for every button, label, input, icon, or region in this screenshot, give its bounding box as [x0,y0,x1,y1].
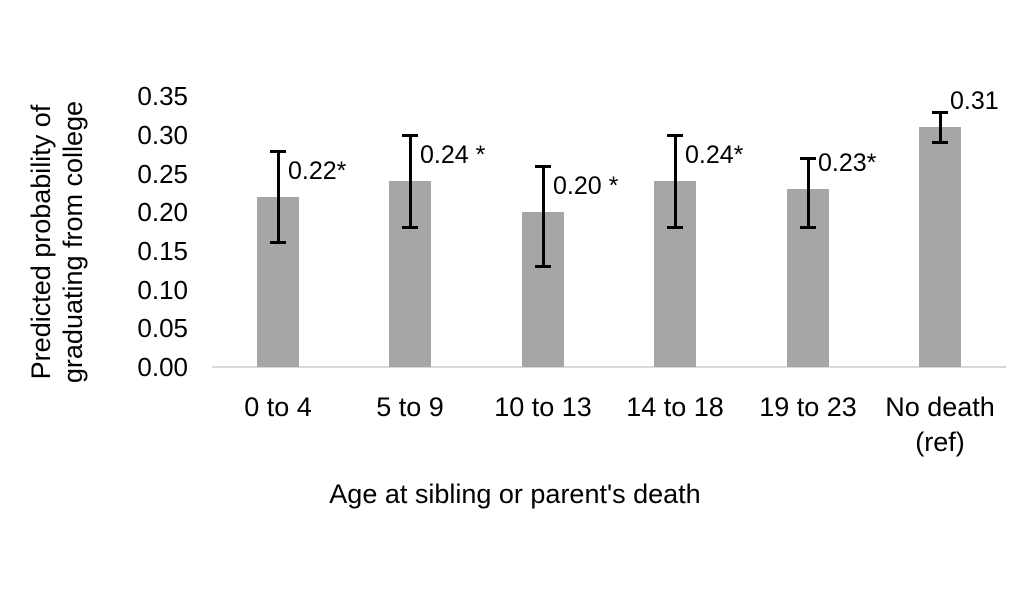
error-bar-cap-bottom [932,140,948,144]
error-bar-cap-bottom [535,264,551,268]
bar-value-label: 0.24 * [420,141,486,170]
error-bar-cap-bottom [402,225,418,229]
x-category-label-line1: 14 to 18 [626,392,724,422]
y-tick-label: 0.00 [137,352,188,382]
x-axis-title: Age at sibling or parent's death [329,479,701,509]
x-category-label-line1: 5 to 9 [376,392,444,422]
error-bar-line [938,111,942,143]
y-axis-title-line1: Predicted probability of [26,104,56,380]
error-bar-cap-top [402,134,418,138]
error-bar-cap-bottom [800,225,816,229]
y-tick-label: 0.05 [137,313,188,344]
error-bar-line [541,166,545,267]
x-category-label-line1: 0 to 4 [244,392,312,422]
error-bar-cap-top [800,157,816,161]
x-category-label-line1: 10 to 13 [494,392,592,422]
x-category-label: 14 to 18 [595,390,755,425]
error-bar-line [806,158,810,228]
y-axis-title: Predicted probability of graduating from… [25,82,89,402]
y-axis-title-line2: graduating from college [58,100,88,384]
x-axis-line [212,366,1006,368]
x-category-label-line2: (ref) [915,427,965,457]
x-category-label-line1: No death [885,392,995,422]
error-bar-cap-top [535,165,551,169]
y-tick-label: 0.20 [137,197,188,228]
error-bar-line [276,150,280,244]
x-category-label: 5 to 9 [330,390,490,425]
bar-value-label: 0.23* [818,149,877,178]
bar-value-label: 0.24* [685,141,744,170]
x-category-label: 19 to 23 [728,390,888,425]
error-bar-cap-bottom [667,225,683,229]
y-tick-label: 0.30 [137,120,188,151]
x-category-label: No death (ref) [860,390,1020,460]
error-bar-cap-top [667,134,683,138]
error-bar-cap-top [270,149,286,153]
y-tick-label: 0.25 [137,158,188,189]
error-bar-cap-bottom [270,241,286,245]
error-bar-line [673,135,677,228]
x-category-label: 0 to 4 [198,390,358,425]
bar [919,127,961,367]
error-bar-line [408,135,412,228]
y-tick-label: 0.15 [137,236,188,267]
y-tick-label: 0.35 [137,81,188,112]
bar-value-label: 0.20 * [553,172,619,201]
x-category-label-line1: 19 to 23 [759,392,857,422]
x-category-label: 10 to 13 [463,390,623,425]
error-bar-cap-top [932,110,948,114]
bar-value-label: 0.31 [950,87,999,116]
y-tick-label: 0.10 [137,274,188,305]
bar-value-label: 0.22* [288,156,347,185]
